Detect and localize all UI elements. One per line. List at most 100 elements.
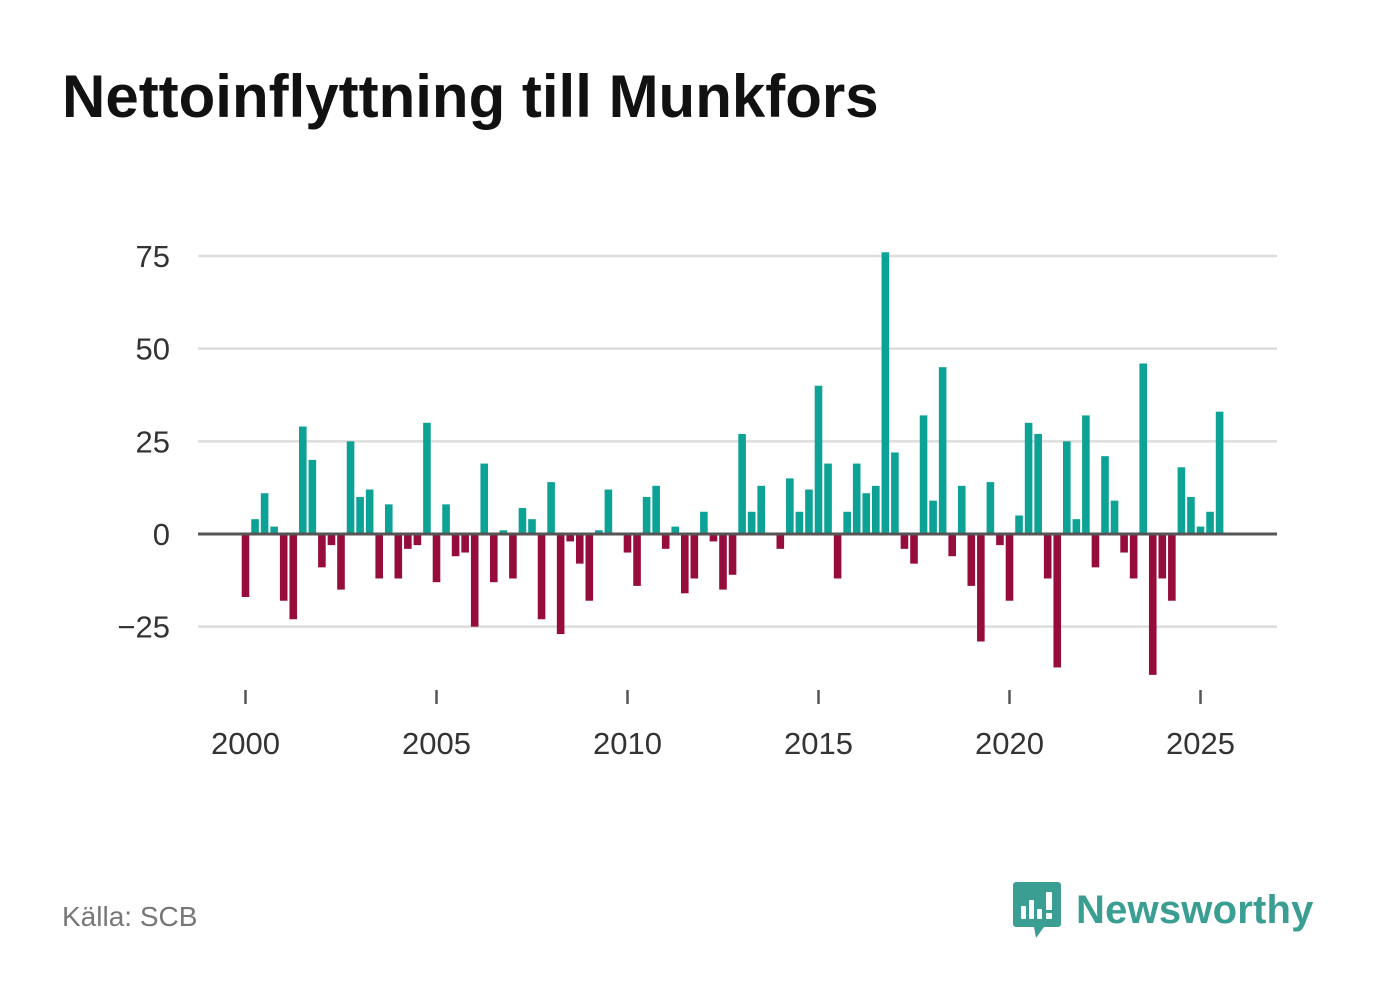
bar [1187, 496, 1195, 534]
bar [824, 463, 832, 534]
bar [1082, 415, 1090, 534]
bar [1120, 534, 1128, 553]
bar [318, 534, 326, 568]
bar [833, 534, 842, 579]
bar [757, 485, 765, 534]
bar [747, 511, 756, 534]
bar [938, 367, 947, 534]
x-tick-label: 2000 [211, 726, 280, 761]
bar [327, 534, 336, 546]
bar [384, 504, 393, 534]
bar [1177, 467, 1186, 534]
bar [967, 534, 976, 586]
bar [346, 441, 355, 534]
bar [509, 534, 517, 579]
bar [299, 426, 307, 534]
bar [719, 534, 727, 590]
bar [423, 422, 431, 534]
bar [595, 530, 603, 534]
bar [1196, 526, 1205, 534]
bar [394, 534, 403, 579]
bar [1072, 519, 1081, 534]
bar [480, 463, 489, 534]
x-tick-label: 2015 [784, 726, 853, 761]
bar [652, 485, 660, 534]
bar [337, 534, 345, 590]
bar [738, 433, 746, 534]
bar [1215, 411, 1224, 534]
bar [1063, 441, 1071, 534]
bar [681, 534, 689, 594]
bar [948, 534, 956, 557]
bar [1053, 534, 1062, 668]
bar [518, 508, 527, 534]
bar [843, 511, 851, 534]
bar [852, 463, 861, 534]
y-tick-label: 25 [136, 424, 170, 459]
bar [900, 534, 909, 549]
bar [1034, 433, 1042, 534]
bar [1091, 534, 1100, 568]
bar [786, 478, 794, 534]
bar [461, 534, 469, 553]
bar [442, 504, 450, 534]
bar [805, 489, 813, 534]
bar [528, 519, 536, 534]
bar [260, 493, 269, 534]
logo-wordmark: Newsworthy [1076, 887, 1314, 932]
bar [690, 534, 699, 579]
bar [1024, 422, 1033, 534]
bar [490, 534, 498, 583]
bar [633, 534, 641, 586]
bar [432, 534, 441, 583]
bar [575, 534, 584, 564]
x-tick-label: 2025 [1166, 726, 1235, 761]
y-axis-tick-labels: −25 0 25 50 75 [117, 239, 170, 645]
bar [1206, 511, 1214, 534]
bar [661, 534, 670, 549]
y-tick-label: −25 [117, 610, 170, 645]
bar [700, 511, 708, 534]
bar [1158, 534, 1167, 579]
bar [404, 534, 412, 549]
bar [585, 534, 594, 601]
bar [270, 526, 278, 534]
bar [814, 385, 823, 534]
bar [451, 534, 460, 557]
gridlines [198, 254, 1277, 628]
bar [728, 534, 737, 575]
bar [881, 252, 890, 535]
y-tick-label: 75 [136, 239, 170, 274]
bar [365, 489, 374, 534]
bar [642, 496, 651, 534]
bar [776, 534, 785, 549]
bar [872, 485, 880, 534]
bar [499, 530, 508, 534]
bar [929, 500, 937, 534]
bar [1110, 500, 1119, 534]
bar [1139, 363, 1147, 534]
bar-chart-speech-bubble-icon [1013, 882, 1061, 938]
bar [910, 534, 918, 564]
y-tick-label: 0 [153, 517, 170, 552]
bar [957, 485, 966, 534]
bar [547, 482, 555, 534]
bar [1101, 456, 1109, 534]
bar [862, 493, 871, 534]
bars [241, 252, 1224, 675]
bar [308, 459, 317, 534]
bar [977, 534, 985, 642]
bar [413, 534, 422, 546]
source-note: Källa: SCB [62, 901, 198, 932]
bar [795, 511, 804, 534]
bar [375, 534, 383, 579]
newsworthy-logo: Newsworthy [1012, 880, 1314, 940]
bar [604, 489, 613, 534]
bar [1005, 534, 1014, 601]
bar [709, 534, 718, 542]
bar [537, 534, 546, 620]
bar [289, 534, 298, 620]
